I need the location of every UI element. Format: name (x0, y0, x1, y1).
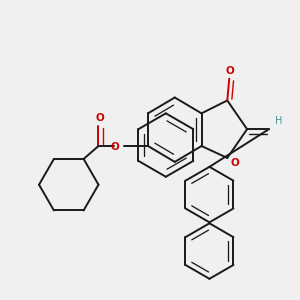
Text: O: O (95, 113, 104, 123)
Text: O: O (110, 142, 119, 152)
Text: O: O (226, 66, 235, 76)
Text: H: H (275, 116, 283, 126)
Text: O: O (231, 158, 240, 168)
